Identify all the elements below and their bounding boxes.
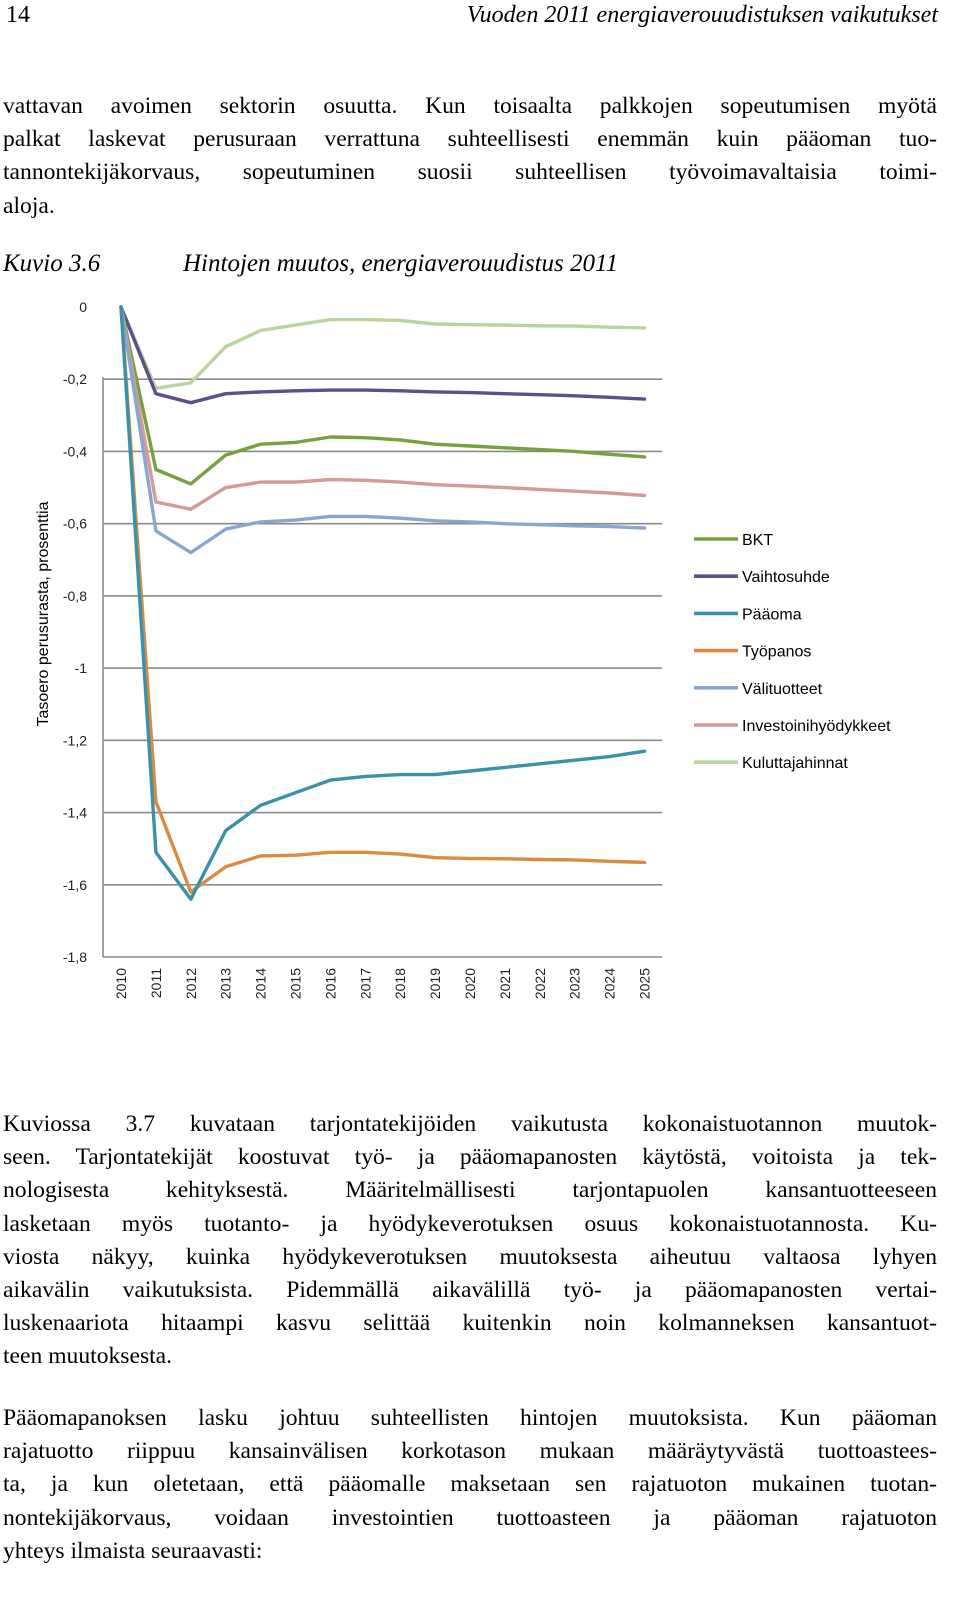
y-tick-label: 0	[79, 299, 87, 315]
paragraph-line: nologisesta kehityksestä. Määritelmällis…	[3, 1177, 937, 1204]
paragraph-line: palkat laskevat perusuraan verrattuna su…	[3, 126, 937, 153]
series-lines	[119, 305, 647, 901]
x-tick-label: 2025	[637, 968, 653, 999]
y-tick-label: -0,2	[63, 371, 87, 387]
x-tick-label: 2013	[218, 968, 234, 999]
x-tick-label: 2011	[148, 968, 164, 998]
legend-label: BKT	[742, 532, 773, 549]
series-line-investoinihyödykkeet	[119, 305, 647, 511]
paragraph-line: vattavan avoimen sektorin osuutta. Kun t…	[3, 93, 937, 119]
x-tick-label: 2019	[427, 968, 443, 999]
x-tick-label: 2024	[602, 968, 618, 999]
paragraph-line: yhteys ilmaista seuraavasti:	[3, 1537, 263, 1564]
series-line-välituotteet	[119, 305, 647, 555]
y-tick-label: -1,4	[63, 805, 87, 821]
x-tick-label: 2016	[322, 968, 338, 999]
figure-title: Hintojen muutos, energiaverouudistus 201…	[183, 250, 619, 277]
paragraph-line: aikavälin vaikutuksista. Pidemmällä aika…	[3, 1277, 937, 1304]
y-tick-label: -0,8	[63, 588, 87, 604]
running-title: Vuoden 2011 energiaverouudistuksen vaiku…	[466, 2, 938, 28]
y-tick-label: -1	[75, 660, 88, 676]
paragraph-line: viosta näkyy, kuinka hyödykeverotuksen m…	[3, 1243, 937, 1270]
x-tick-label: 2014	[253, 968, 269, 999]
x-tick-label: 2023	[567, 968, 583, 999]
legend-label: Kuluttajahinnat	[742, 755, 848, 772]
y-axis-title: Tasoero perusurasta, prosenttia	[35, 501, 52, 726]
legend-label: Välituotteet	[742, 681, 823, 698]
x-tick-label: 2020	[462, 968, 478, 999]
legend-label: Työpanos	[742, 644, 811, 661]
paragraph-line: rajatuotto riippuu kansainvälisen korkot…	[3, 1438, 937, 1465]
price-change-chart: 0 -0,2 -0,4 -0,6 -0,8 -1 -1,2 -1,4 -1,6 -1,8 2010…	[35, 299, 891, 999]
paragraph-line: tannontekijäkorvaus, sopeutuminen suosii…	[3, 159, 937, 186]
series-line-pääoma	[119, 305, 647, 901]
legend-label: Vaihtosuhde	[742, 569, 830, 586]
paragraph-line: Pääomapanoksen lasku johtuu suhteelliste…	[3, 1405, 937, 1431]
x-tick-label: 2012	[183, 968, 199, 999]
legend-label: Pääoma	[742, 606, 802, 623]
paragraph-line: teen muutoksesta.	[3, 1343, 173, 1370]
y-tick-label: -1,6	[63, 877, 87, 893]
page-header: 14 Vuoden 2011 energiaverouudistuksen va…	[0, 0, 960, 36]
legend: BKT Vaihtosuhde Pääoma Työpanos Välituotteet…	[694, 532, 891, 772]
series-line-kuluttajahinnat	[119, 305, 647, 391]
legend-label: Investoinihyödykkeet	[742, 718, 891, 735]
paragraph-3: Pääomapanoksen lasku johtuu suhteelliste…	[3, 1402, 937, 1568]
y-tick-label: -1,8	[63, 949, 87, 965]
paragraph-1: vattavan avoimen sektorin osuutta. Kun t…	[3, 90, 937, 223]
x-tick-label: 2021	[497, 968, 513, 999]
x-tick-label: 2010	[113, 968, 129, 999]
paragraph-line: nontekijäkorvaus, voidaan investointien …	[3, 1504, 937, 1531]
series-line-bkt	[119, 305, 647, 486]
paragraph-line: luskenaariota hitaampi kasvu selittää ku…	[3, 1310, 937, 1337]
x-tick-label: 2015	[288, 968, 304, 999]
paragraph-line: seen. Tarjontatekijät koostuvat työ- ja …	[3, 1144, 937, 1171]
y-axis-ticks: 0 -0,2 -0,4 -0,6 -0,8 -1 -1,2 -1,4 -1,6 -1,8	[63, 299, 87, 965]
gridlines	[102, 377, 662, 958]
x-tick-label: 2017	[357, 968, 373, 999]
x-axis-ticks: 2010 2011 2012 2013 2014 2015 2016 2017 2018 2019…	[113, 968, 653, 999]
x-tick-label: 2018	[392, 968, 408, 999]
series-line-työpanos	[119, 305, 647, 894]
paragraph-2: Kuviossa 3.7 kuvataan tarjontatekijöiden…	[3, 1108, 937, 1374]
paragraph-line: Kuviossa 3.7 kuvataan tarjontatekijöiden…	[3, 1111, 937, 1137]
y-tick-label: -1,2	[63, 732, 87, 748]
page-number: 14	[6, 2, 30, 28]
y-tick-label: -0,4	[63, 443, 87, 459]
paragraph-line: lasketaan myös tuotanto- ja hyödykeverot…	[3, 1210, 937, 1237]
figure-caption: Kuvio 3.6 Hintojen muutos, energiaverouud…	[3, 250, 618, 278]
paragraph-line: ta, ja kun oletetaan, että pääomalle mak…	[3, 1471, 937, 1498]
figure-label: Kuvio 3.6	[3, 250, 101, 277]
y-tick-label: -0,6	[63, 516, 87, 532]
paragraph-line: aloja.	[3, 192, 55, 219]
series-line-vaihtosuhde	[119, 305, 647, 405]
x-tick-label: 2022	[532, 968, 548, 999]
